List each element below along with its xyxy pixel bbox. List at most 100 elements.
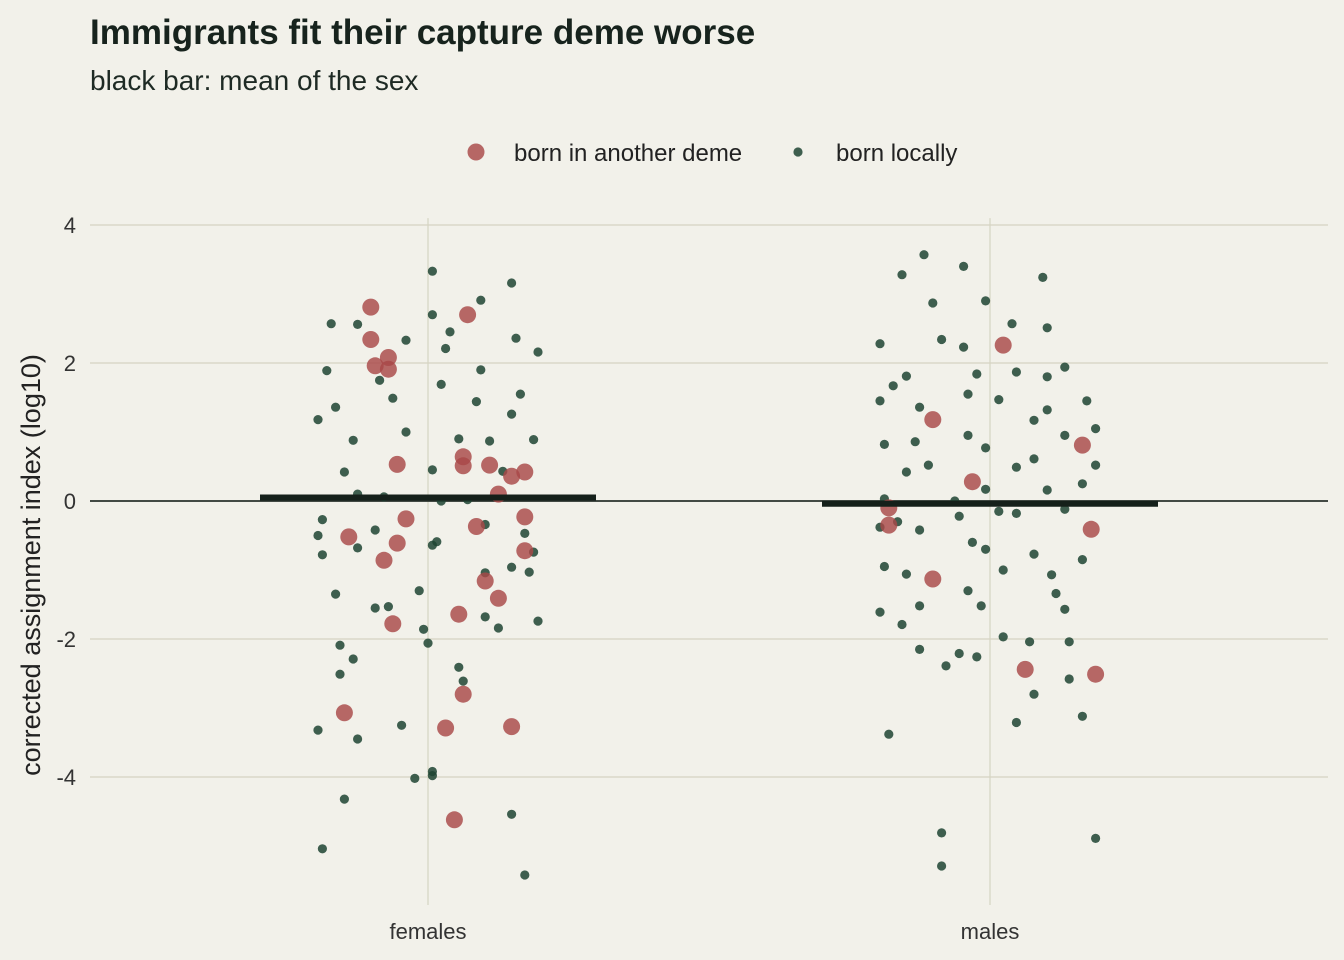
- point-immigrant: [880, 516, 898, 534]
- point-local: [1060, 604, 1070, 614]
- point-immigrant: [481, 456, 499, 474]
- point-immigrant: [924, 411, 942, 429]
- point-immigrant: [375, 551, 393, 569]
- point-local: [901, 371, 912, 381]
- point-local: [445, 327, 455, 337]
- point-immigrant: [379, 349, 397, 366]
- point-local: [476, 295, 486, 305]
- point-local: [884, 729, 894, 739]
- point-local: [923, 460, 934, 470]
- point-local: [1042, 323, 1052, 333]
- point-local: [507, 809, 517, 819]
- point-local: [427, 310, 437, 320]
- point-local: [959, 261, 969, 271]
- point-local: [423, 638, 433, 648]
- point-local: [981, 544, 991, 554]
- point-immigrant: [1016, 660, 1034, 678]
- point-local: [370, 603, 380, 613]
- point-immigrant: [963, 473, 981, 491]
- point-local: [458, 676, 468, 686]
- point-local: [520, 870, 530, 880]
- point-local: [954, 511, 964, 521]
- point-immigrant: [1073, 436, 1091, 454]
- point-immigrant: [516, 463, 534, 481]
- point-local: [419, 624, 429, 634]
- point-local: [388, 393, 398, 403]
- point-immigrant: [340, 528, 358, 546]
- legend-label: born in another deme: [514, 140, 742, 167]
- point-local: [963, 586, 973, 596]
- point-local: [397, 720, 407, 730]
- point-local: [981, 296, 991, 306]
- point-local: [897, 270, 907, 280]
- point-local: [507, 278, 517, 288]
- point-local: [353, 319, 363, 329]
- point-local: [335, 669, 345, 679]
- point-immigrant: [362, 298, 380, 316]
- point-local: [511, 333, 521, 343]
- point-immigrant: [445, 811, 463, 829]
- point-local: [515, 389, 526, 399]
- point-local: [480, 612, 490, 622]
- point-local: [322, 366, 332, 376]
- point-local: [897, 619, 907, 630]
- point-local: [471, 397, 481, 407]
- point-local: [994, 506, 1004, 516]
- point-local: [919, 250, 929, 260]
- point-local: [875, 339, 885, 349]
- point-local: [915, 525, 925, 535]
- legend-label: born locally: [836, 140, 957, 167]
- point-immigrant: [384, 615, 402, 633]
- gridlines: [90, 218, 1328, 905]
- point-immigrant: [467, 518, 485, 535]
- point-immigrant: [1082, 520, 1100, 538]
- point-local: [1042, 405, 1052, 415]
- point-local: [963, 430, 973, 440]
- point-local: [317, 515, 327, 525]
- point-local: [998, 632, 1008, 642]
- point-local: [1025, 637, 1035, 647]
- point-immigrant: [503, 718, 521, 736]
- point-local: [972, 369, 982, 379]
- point-local: [326, 319, 336, 329]
- point-local: [1047, 570, 1057, 580]
- point-local: [1011, 367, 1022, 377]
- point-immigrant: [924, 570, 942, 588]
- point-local: [476, 365, 486, 375]
- point-local: [339, 467, 349, 477]
- y-tick-label: -2: [56, 627, 76, 652]
- point-local: [901, 569, 912, 579]
- x-tick-label: females: [389, 919, 466, 944]
- point-immigrant: [516, 542, 534, 560]
- y-tick-label: 0: [64, 489, 76, 514]
- point-immigrant: [516, 508, 534, 526]
- point-local: [937, 334, 947, 345]
- point-local: [427, 766, 437, 777]
- point-local: [937, 828, 947, 838]
- point-local: [339, 794, 349, 804]
- point-local: [410, 773, 420, 784]
- point-local: [493, 623, 503, 633]
- point-local: [454, 434, 464, 444]
- point-local: [915, 402, 925, 412]
- x-tick-label: males: [961, 919, 1020, 944]
- y-tick-label: 4: [64, 213, 76, 238]
- point-immigrant: [388, 455, 406, 473]
- point-local: [520, 528, 530, 539]
- point-local: [967, 537, 978, 548]
- point-local: [875, 396, 885, 406]
- point-local: [888, 381, 898, 391]
- point-immigrant: [994, 336, 1012, 354]
- point-immigrant: [454, 685, 472, 703]
- y-tick-label: 2: [64, 351, 76, 376]
- point-local: [941, 661, 951, 671]
- point-local: [1091, 460, 1101, 470]
- point-local: [1011, 462, 1022, 472]
- point-local: [1060, 504, 1070, 514]
- axes: -4 -2 0 2 4 females males: [56, 213, 1019, 944]
- point-local: [1007, 319, 1017, 329]
- point-immigrant: [388, 534, 406, 552]
- point-local: [317, 550, 327, 560]
